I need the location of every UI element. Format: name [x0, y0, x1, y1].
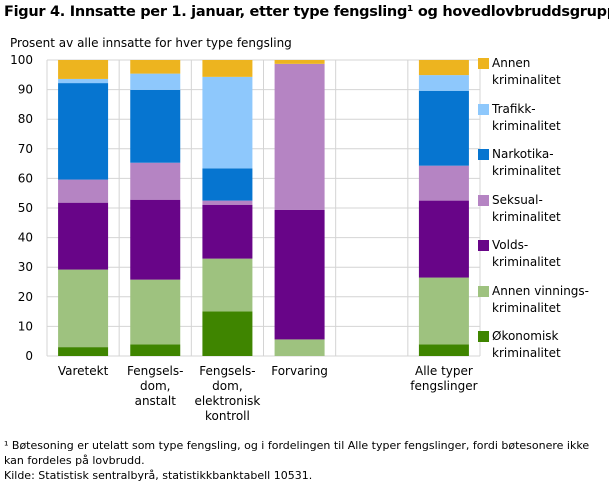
legend-item: Annen kriminalitet — [478, 55, 561, 89]
source: Kilde: Statistisk sentralbyrå, statistik… — [4, 469, 313, 482]
legend-label: Annen vinnings- — [492, 283, 590, 298]
bar-segment — [130, 199, 181, 280]
legend-swatch — [478, 285, 489, 297]
bar-segment — [418, 75, 469, 91]
legend-item: Annen vinnings-kriminalitet — [478, 283, 590, 317]
bar-segment — [202, 258, 253, 312]
legend-label: kriminalitet — [492, 209, 561, 224]
legend-item: Trafikk-kriminalitet — [478, 101, 561, 135]
bar-segment — [418, 90, 469, 166]
legend-label: Narkotika- — [492, 147, 554, 161]
notes: ¹ Bøtesoning er utelatt som type fengsli… — [4, 438, 589, 483]
bar-segment — [130, 344, 181, 356]
bar-segment — [418, 60, 469, 76]
bar-segment — [418, 165, 469, 201]
legend-item: Seksual-kriminalitet — [478, 192, 561, 226]
x-tick-label: anstalt — [135, 394, 177, 408]
bar-segment — [58, 83, 109, 180]
y-tick-label: 80 — [18, 112, 33, 126]
bar-segment — [202, 76, 253, 169]
bar-segment — [202, 168, 253, 201]
bar-segment — [274, 60, 325, 64]
x-tick-label: dom, — [212, 379, 242, 393]
bar-segment — [418, 277, 469, 345]
footnote: ¹ Bøtesoning er utelatt som type fengsli… — [4, 439, 590, 452]
y-tick-label: 100 — [10, 53, 33, 67]
bar-segment — [130, 279, 181, 345]
x-tick-label: Forvaring — [271, 364, 328, 378]
bar-segment — [130, 60, 181, 74]
legend-swatch — [478, 103, 489, 115]
x-tick-label: elektronisk — [194, 394, 260, 408]
legend-label: kriminalitet — [492, 73, 561, 87]
legend-label: kriminalitet — [492, 346, 561, 360]
legend-label: Økonomisk — [492, 329, 559, 343]
legend-label: Trafikk- — [492, 101, 536, 116]
x-tick-label: kontroll — [205, 409, 250, 423]
chart-title: Figur 4. Innsatte per 1. januar, etter t… — [4, 4, 609, 20]
bar-segment — [58, 347, 109, 356]
bar-segment — [58, 179, 109, 203]
stacked-bar-chart: 0 10 20 30 40 50 60 70 80 90 100 Varetekt Fengsels-d… — [10, 53, 481, 423]
legend-label: kriminalitet — [492, 255, 561, 269]
x-tick-label: fengslinger — [410, 379, 477, 393]
legend-label: kriminalitet — [492, 164, 561, 178]
x-tick-label: dom, — [140, 379, 170, 393]
bar-segment — [418, 200, 469, 278]
bar-segment — [274, 339, 325, 356]
bar-segment — [202, 311, 253, 356]
y-axis-label: Prosent av alle innsatte for hver type f… — [10, 36, 292, 50]
bar-segment — [418, 344, 469, 356]
bar-segment — [130, 73, 181, 90]
legend-swatch — [478, 240, 489, 251]
legend-label: kriminalitet — [492, 118, 561, 133]
bar-segment — [130, 89, 181, 163]
bar-segment — [130, 162, 181, 200]
y-tick-label: 0 — [25, 349, 33, 363]
y-tick-label: 50 — [18, 201, 33, 215]
legend-item: Narkotika-kriminalitet — [478, 146, 561, 180]
y-tick-label: 40 — [18, 231, 33, 245]
legend-item: Økonomisk kriminalitet — [478, 328, 561, 362]
legend-label: Annen — [492, 56, 531, 70]
x-tick-label: Varetekt — [58, 364, 109, 378]
legend-label: kriminalitet — [492, 300, 561, 315]
bar-segment — [202, 60, 253, 77]
legend-swatch — [478, 331, 489, 342]
y-tick-label: 60 — [18, 171, 33, 185]
x-tick-label: Fengsels- — [127, 364, 183, 378]
y-tick-label: 20 — [18, 290, 33, 304]
legend-label: Volds- — [492, 238, 529, 252]
legend-swatch — [478, 58, 489, 69]
footnote-cont: kan fordeles på lovbrudd. — [4, 454, 145, 467]
x-tick-label: Alle typer — [415, 364, 473, 378]
y-tick-label: 70 — [18, 142, 33, 156]
bar-segment — [58, 202, 109, 270]
bar-segment — [58, 269, 109, 348]
legend-item: Volds-kriminalitet — [478, 237, 561, 271]
bar-segment — [274, 209, 325, 340]
bar-segment — [202, 200, 253, 205]
x-tick-label: Fengsels- — [199, 364, 255, 378]
bar-segment — [274, 63, 325, 210]
legend-swatch — [478, 194, 489, 206]
bar-segment — [58, 60, 109, 79]
y-tick-label: 90 — [18, 83, 33, 97]
y-tick-label: 10 — [18, 319, 33, 333]
bar-segment — [202, 204, 253, 259]
legend-swatch — [478, 149, 489, 160]
legend-label: Seksual- — [492, 192, 543, 207]
y-tick-label: 30 — [18, 260, 33, 274]
bar-segment — [58, 78, 109, 84]
